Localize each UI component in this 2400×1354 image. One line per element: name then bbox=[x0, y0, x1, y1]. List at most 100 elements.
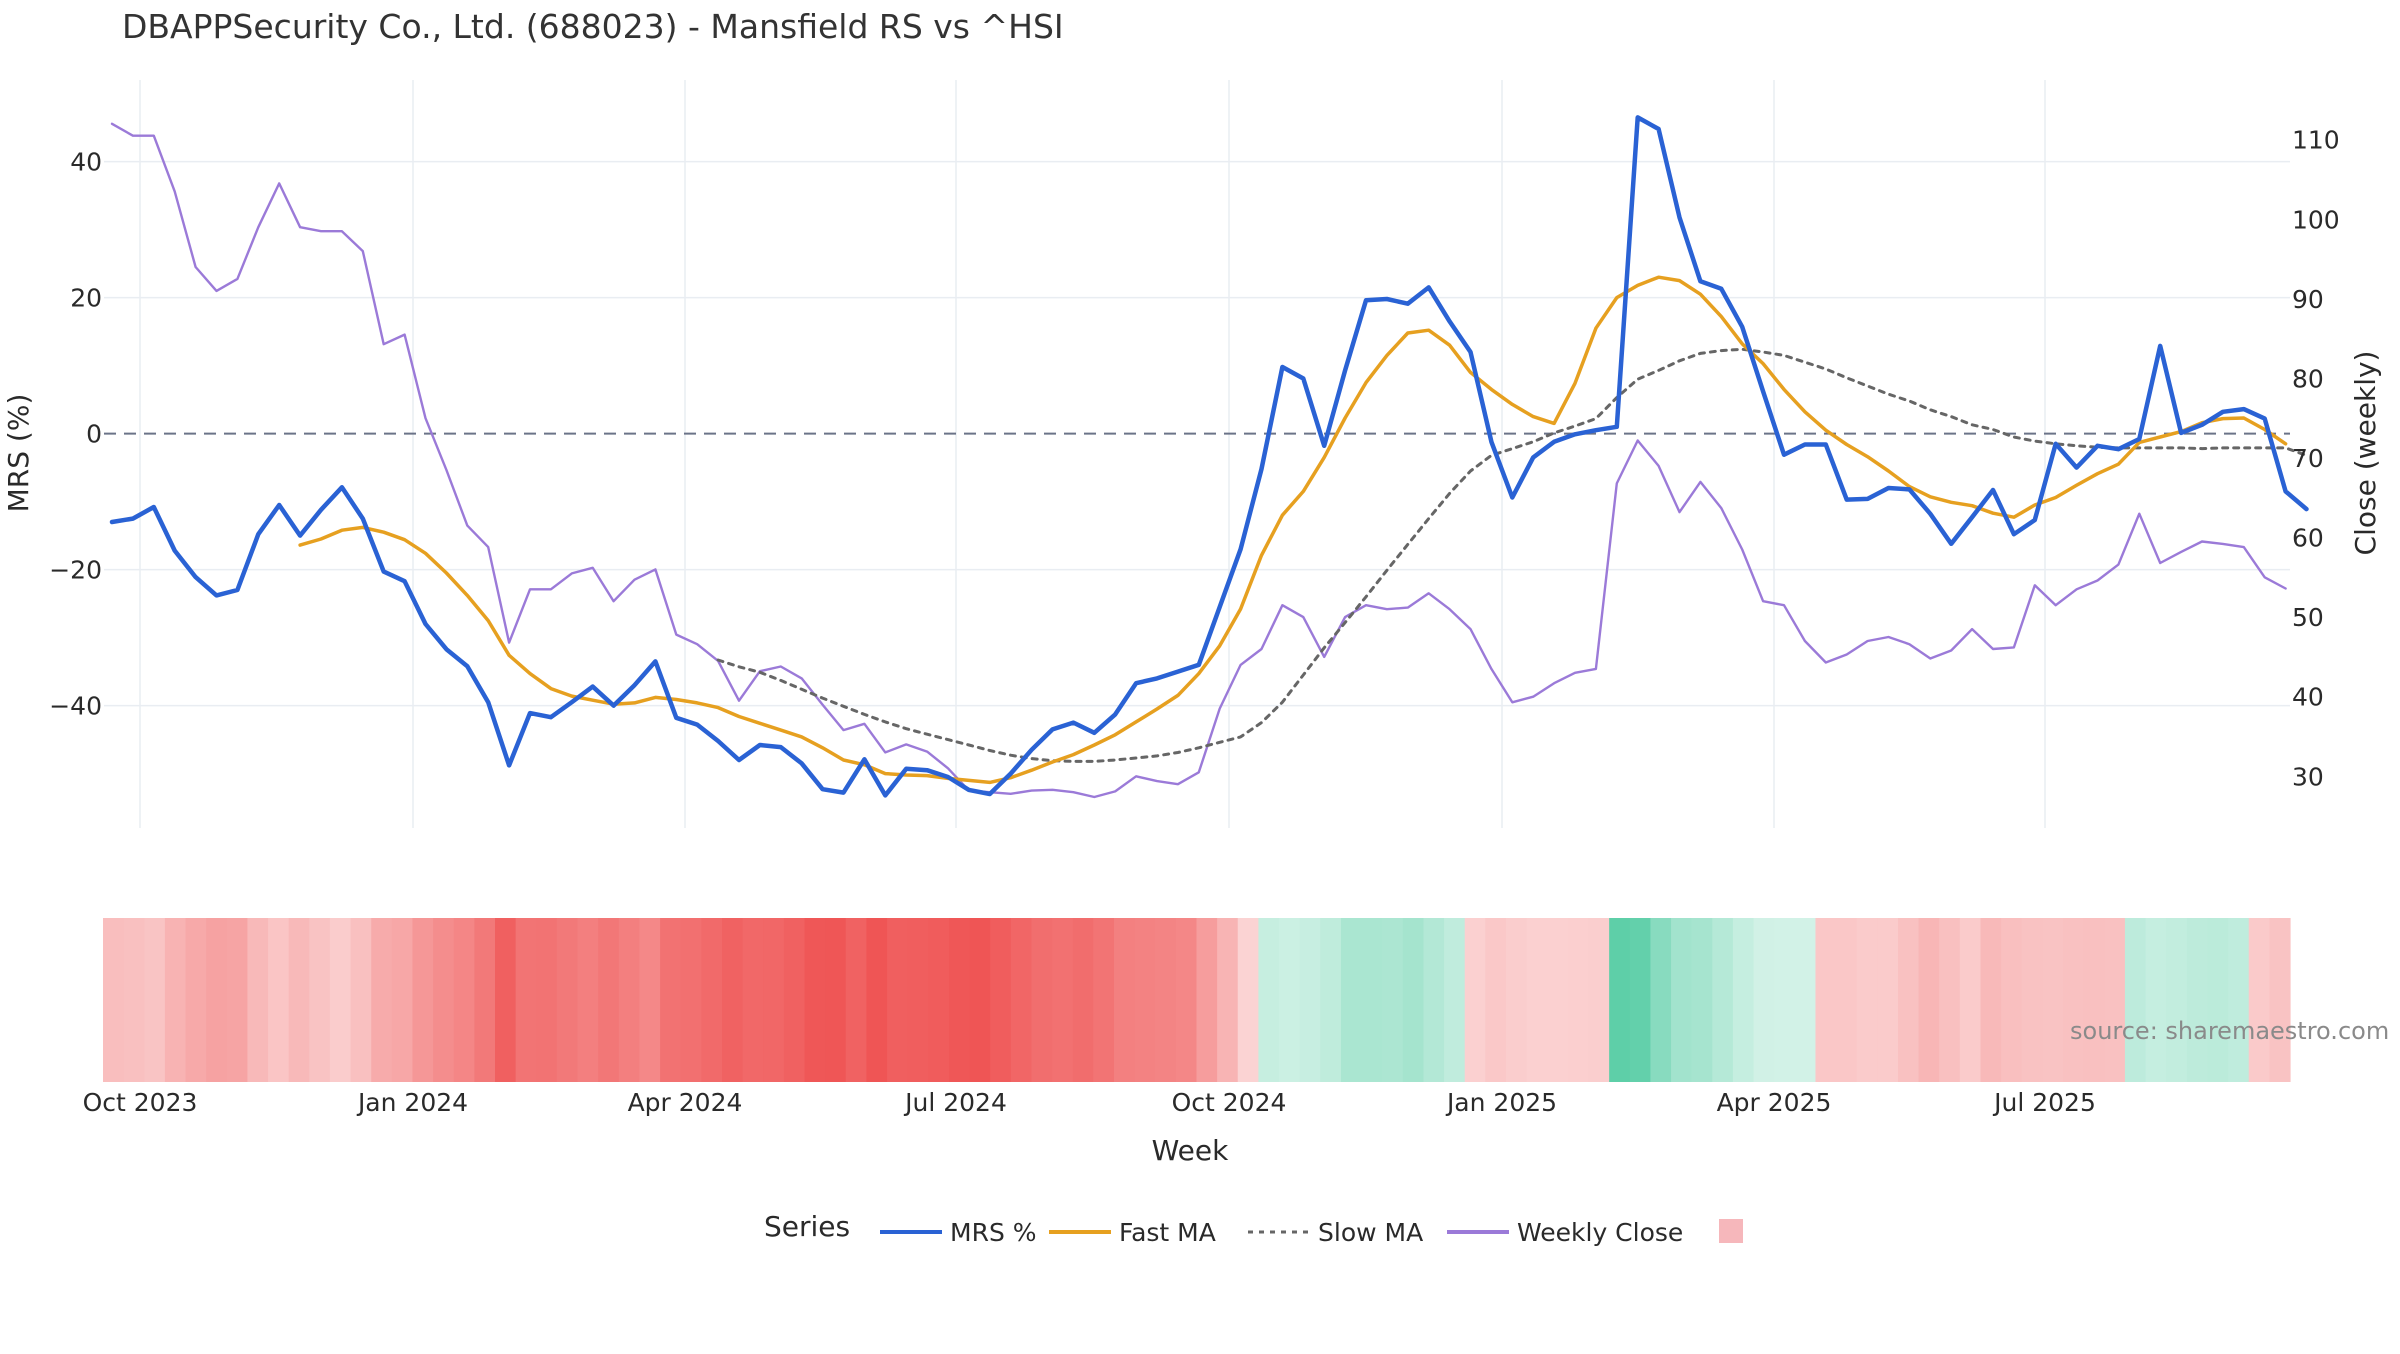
regime-cell bbox=[288, 918, 310, 1082]
y-right-tick-label: 30 bbox=[2292, 762, 2324, 791]
regime-cell bbox=[887, 918, 909, 1082]
regime-cell bbox=[1836, 918, 1858, 1082]
series-line-weekly-close bbox=[110, 122, 2287, 799]
regime-cell bbox=[2166, 918, 2188, 1082]
regime-cell bbox=[1031, 918, 1053, 1082]
regime-cell bbox=[1361, 918, 1383, 1082]
x-tick-label: Jan 2024 bbox=[356, 1088, 468, 1117]
regime-cell bbox=[1382, 918, 1404, 1082]
regime-cell bbox=[2207, 918, 2229, 1082]
regime-cell bbox=[639, 918, 661, 1082]
regime-cell bbox=[948, 918, 971, 1082]
legend-label: MRS % bbox=[950, 1218, 1037, 1247]
regime-cell bbox=[1547, 918, 1569, 1082]
watermark: source: sharemaestro.com bbox=[2070, 1017, 2389, 1045]
regime-cell bbox=[1052, 918, 1074, 1082]
grid-layer bbox=[104, 80, 2290, 828]
x-tick-label: Apr 2025 bbox=[1717, 1088, 1832, 1117]
regime-cell bbox=[1155, 918, 1177, 1082]
regime-cell bbox=[1258, 918, 1280, 1082]
x-tick-label: Jul 2025 bbox=[1992, 1088, 2096, 1117]
regime-cell bbox=[1629, 918, 1651, 1082]
y-right-tick-label: 80 bbox=[2292, 364, 2324, 393]
y-right-tick-label: 70 bbox=[2292, 444, 2324, 473]
regime-cell bbox=[164, 918, 187, 1082]
x-axis-label: Week bbox=[1152, 1134, 1229, 1167]
regime-cell bbox=[990, 918, 1012, 1082]
regime-cell bbox=[742, 918, 764, 1082]
regime-cell bbox=[680, 918, 702, 1082]
regime-cell bbox=[1093, 918, 1115, 1082]
regime-cell bbox=[1072, 918, 1094, 1082]
regime-cell bbox=[701, 918, 723, 1082]
regime-cell bbox=[783, 918, 806, 1082]
regime-cell bbox=[144, 918, 166, 1082]
regime-cell bbox=[433, 918, 455, 1082]
regime-cell bbox=[2042, 918, 2064, 1082]
regime-cell bbox=[2083, 918, 2105, 1082]
regime-cell bbox=[247, 918, 269, 1082]
regime-cell bbox=[1340, 918, 1363, 1082]
regime-cell bbox=[185, 918, 207, 1082]
regime-cell bbox=[598, 918, 620, 1082]
regime-cell bbox=[1505, 918, 1528, 1082]
regime-cell bbox=[412, 918, 434, 1082]
legend: Series MRS % Fast MA Slow MA Weekly Close bbox=[764, 1210, 1743, 1247]
regime-cell bbox=[103, 918, 125, 1082]
y-left-axis-label: MRS (%) bbox=[2, 394, 35, 513]
regime-cell bbox=[268, 918, 290, 1082]
regime-cell bbox=[2001, 918, 2023, 1082]
regime-cell bbox=[825, 918, 847, 1082]
regime-cell bbox=[2248, 918, 2270, 1082]
y-right-tick-label: 100 bbox=[2292, 205, 2340, 234]
regime-cell bbox=[1464, 918, 1486, 1082]
regime-cell bbox=[1237, 918, 1259, 1082]
legend-label: Slow MA bbox=[1318, 1218, 1423, 1247]
regime-cell bbox=[474, 918, 496, 1082]
regime-cell bbox=[1485, 918, 1507, 1082]
y-left-tick-label: −20 bbox=[49, 556, 102, 585]
legend-label: Weekly Close bbox=[1517, 1218, 1683, 1247]
x-tick-label: Oct 2024 bbox=[1172, 1088, 1287, 1117]
series-layer bbox=[109, 115, 2309, 799]
series-line-fast-ma bbox=[298, 275, 2288, 785]
regime-cell bbox=[1774, 918, 1796, 1082]
y-left-tick-label: 40 bbox=[70, 148, 102, 177]
legend-label: Fast MA bbox=[1119, 1218, 1216, 1247]
regime-cell bbox=[866, 918, 888, 1082]
y-left-tick-label: 20 bbox=[70, 284, 102, 313]
y-right-axis-label: Close (weekly) bbox=[2349, 351, 2382, 556]
regime-cell bbox=[1753, 918, 1775, 1082]
regime-cell bbox=[1877, 918, 1899, 1082]
regime-cell bbox=[536, 918, 558, 1082]
legend-swatch-regime bbox=[1719, 1219, 1743, 1243]
regime-cell bbox=[907, 918, 929, 1082]
x-tick-label: Jul 2024 bbox=[903, 1088, 1007, 1117]
regime-cell bbox=[2063, 918, 2085, 1082]
regime-cell bbox=[329, 918, 352, 1082]
regime-cell bbox=[1939, 918, 1961, 1082]
regime-cell bbox=[391, 918, 414, 1082]
regime-cell bbox=[577, 918, 599, 1082]
regime-cell bbox=[928, 918, 950, 1082]
regime-cell bbox=[1588, 918, 1610, 1082]
regime-cell bbox=[1732, 918, 1755, 1082]
x-tick-label: Apr 2024 bbox=[628, 1088, 743, 1117]
regime-cell bbox=[2186, 918, 2209, 1082]
y-right-tick-label: 50 bbox=[2292, 603, 2324, 632]
regime-cell bbox=[1320, 918, 1342, 1082]
regime-cell bbox=[1650, 918, 1672, 1082]
y-left-tick-label: 0 bbox=[86, 420, 102, 449]
regime-cell bbox=[2124, 918, 2147, 1082]
regime-cell bbox=[1918, 918, 1940, 1082]
regime-cell bbox=[2145, 918, 2167, 1082]
regime-cell bbox=[721, 918, 744, 1082]
regime-cell bbox=[2104, 918, 2126, 1082]
regime-cell bbox=[1609, 918, 1631, 1082]
regime-cell bbox=[453, 918, 475, 1082]
regime-cell bbox=[1217, 918, 1239, 1082]
regime-cell bbox=[1444, 918, 1466, 1082]
regime-cell bbox=[618, 918, 641, 1082]
regime-cell bbox=[495, 918, 517, 1082]
